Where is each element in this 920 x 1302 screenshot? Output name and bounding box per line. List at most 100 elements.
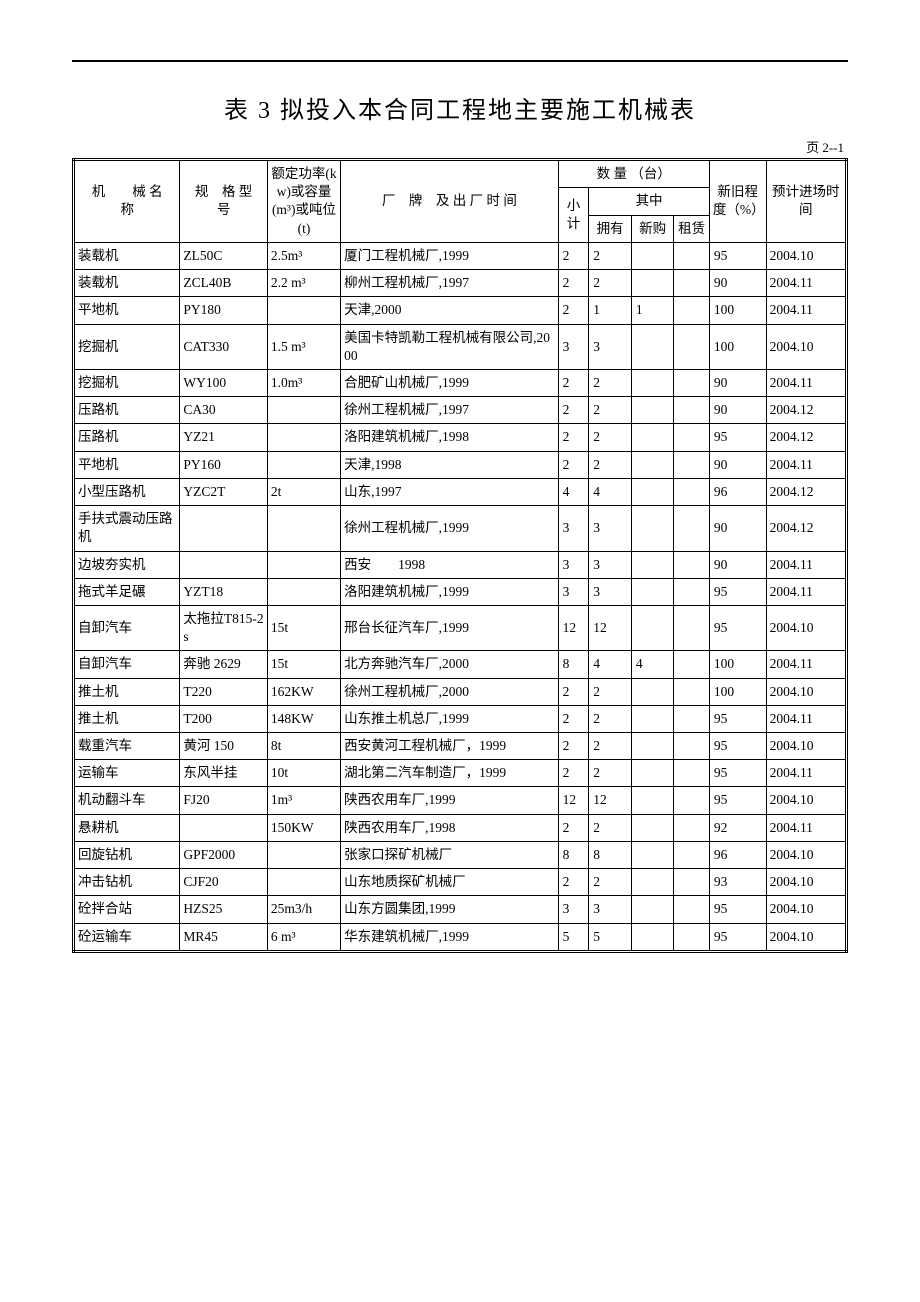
cell-own: 2: [589, 733, 632, 760]
cell-brand: 西安黄河工程机械厂，1999: [341, 733, 558, 760]
cell-own: 3: [589, 324, 632, 369]
cell-time: 2004.10: [766, 733, 846, 760]
table-row: 回旋钻机GPF2000张家口探矿机械厂88962004.10: [74, 841, 847, 868]
cell-rent: [674, 270, 709, 297]
cell-degree: 90: [709, 270, 766, 297]
table-row: 载重汽车黄河 1508t西安黄河工程机械厂，199922952004.10: [74, 733, 847, 760]
cell-model: [180, 551, 267, 578]
cell-own: 2: [589, 369, 632, 396]
cell-buy: [631, 923, 674, 951]
table-row: 平地机PY180天津,20002111002004.11: [74, 297, 847, 324]
cell-name: 装载机: [74, 242, 180, 269]
cell-name: 冲击钻机: [74, 869, 180, 896]
table-row: 边坡夯实机西安 199833902004.11: [74, 551, 847, 578]
cell-power: [267, 506, 340, 551]
cell-model: 黄河 150: [180, 733, 267, 760]
cell-own: 3: [589, 896, 632, 923]
table-row: 平地机PY160天津,199822902004.11: [74, 451, 847, 478]
cell-name: 回旋钻机: [74, 841, 180, 868]
cell-rent: [674, 923, 709, 951]
cell-degree: 95: [709, 605, 766, 650]
cell-own: 2: [589, 814, 632, 841]
table-row: 自卸汽车奔驰 262915t北方奔驰汽车厂,20008441002004.11: [74, 651, 847, 678]
cell-brand: 美国卡特凯勒工程机械有限公司,2000: [341, 324, 558, 369]
cell-power: 2.5m³: [267, 242, 340, 269]
table-row: 砼拌合站HZS2525m3/h山东方圆集团,199933952004.10: [74, 896, 847, 923]
cell-subtotal: 8: [558, 651, 589, 678]
cell-model: GPF2000: [180, 841, 267, 868]
cell-model: [180, 814, 267, 841]
cell-time: 2004.11: [766, 760, 846, 787]
table-row: 拖式羊足碾YZT18洛阳建筑机械厂,199933952004.11: [74, 578, 847, 605]
cell-name: 拖式羊足碾: [74, 578, 180, 605]
page-title: 表 3 拟投入本合同工程地主要施工机械表: [72, 90, 848, 125]
cell-time: 2004.12: [766, 478, 846, 505]
cell-time: 2004.10: [766, 324, 846, 369]
cell-buy: [631, 678, 674, 705]
cell-buy: [631, 787, 674, 814]
cell-name: 自卸汽车: [74, 651, 180, 678]
cell-model: 太拖拉T815-2s: [180, 605, 267, 650]
cell-own: 8: [589, 841, 632, 868]
cell-buy: [631, 578, 674, 605]
table-row: 挖掘机WY1001.0m³合肥矿山机械厂,199922902004.11: [74, 369, 847, 396]
cell-name: 推土机: [74, 678, 180, 705]
cell-model: YZT18: [180, 578, 267, 605]
cell-power: [267, 551, 340, 578]
cell-power: 148KW: [267, 705, 340, 732]
cell-subtotal: 5: [558, 923, 589, 951]
th-subtotal: 小计: [558, 188, 589, 243]
cell-subtotal: 3: [558, 896, 589, 923]
cell-own: 2: [589, 242, 632, 269]
cell-brand: 西安 1998: [341, 551, 558, 578]
cell-brand: 邢台长征汽车厂,1999: [341, 605, 558, 650]
table-row: 推土机T200148KW山东推土机总厂,199922952004.11: [74, 705, 847, 732]
cell-buy: [631, 896, 674, 923]
cell-model: 奔驰 2629: [180, 651, 267, 678]
machinery-table: 机 械 名 称 规 格 型 号 额定功率(kw)或容量(m³)或吨位(t) 厂 …: [72, 158, 848, 953]
cell-name: 悬耕机: [74, 814, 180, 841]
table-row: 装载机ZL50C2.5m³厦门工程机械厂,199922952004.10: [74, 242, 847, 269]
cell-power: 1.5 m³: [267, 324, 340, 369]
cell-brand: 天津,2000: [341, 297, 558, 324]
th-qty-group: 数 量 （台）: [558, 160, 709, 188]
th-model: 规 格 型 号: [180, 160, 267, 243]
cell-buy: [631, 451, 674, 478]
cell-own: 2: [589, 397, 632, 424]
cell-own: 3: [589, 551, 632, 578]
cell-rent: [674, 705, 709, 732]
cell-subtotal: 2: [558, 869, 589, 896]
cell-power: 162KW: [267, 678, 340, 705]
table-row: 冲击钻机CJF20山东地质探矿机械厂22932004.10: [74, 869, 847, 896]
table-row: 推土机T220162KW徐州工程机械厂,2000221002004.10: [74, 678, 847, 705]
cell-own: 2: [589, 270, 632, 297]
cell-name: 挖掘机: [74, 324, 180, 369]
th-power: 额定功率(kw)或容量(m³)或吨位(t): [267, 160, 340, 243]
cell-model: [180, 506, 267, 551]
table-row: 压路机CA30徐州工程机械厂,199722902004.12: [74, 397, 847, 424]
cell-own: 2: [589, 424, 632, 451]
cell-subtotal: 4: [558, 478, 589, 505]
cell-subtotal: 3: [558, 506, 589, 551]
cell-time: 2004.10: [766, 896, 846, 923]
cell-own: 4: [589, 478, 632, 505]
cell-brand: 华东建筑机械厂,1999: [341, 923, 558, 951]
th-buy: 新购: [631, 215, 674, 242]
cell-degree: 92: [709, 814, 766, 841]
cell-subtotal: 2: [558, 451, 589, 478]
cell-name: 平地机: [74, 451, 180, 478]
cell-time: 2004.12: [766, 506, 846, 551]
cell-name: 砼运输车: [74, 923, 180, 951]
cell-rent: [674, 651, 709, 678]
page-number-label: 页 2--1: [72, 137, 848, 156]
cell-model: MR45: [180, 923, 267, 951]
cell-subtotal: 2: [558, 369, 589, 396]
table-row: 装载机ZCL40B2.2 m³柳州工程机械厂,199722902004.11: [74, 270, 847, 297]
cell-model: 东风半挂: [180, 760, 267, 787]
th-name: 机 械 名 称: [74, 160, 180, 243]
cell-buy: [631, 869, 674, 896]
cell-buy: 1: [631, 297, 674, 324]
cell-time: 2004.10: [766, 678, 846, 705]
cell-degree: 95: [709, 705, 766, 732]
cell-time: 2004.10: [766, 869, 846, 896]
